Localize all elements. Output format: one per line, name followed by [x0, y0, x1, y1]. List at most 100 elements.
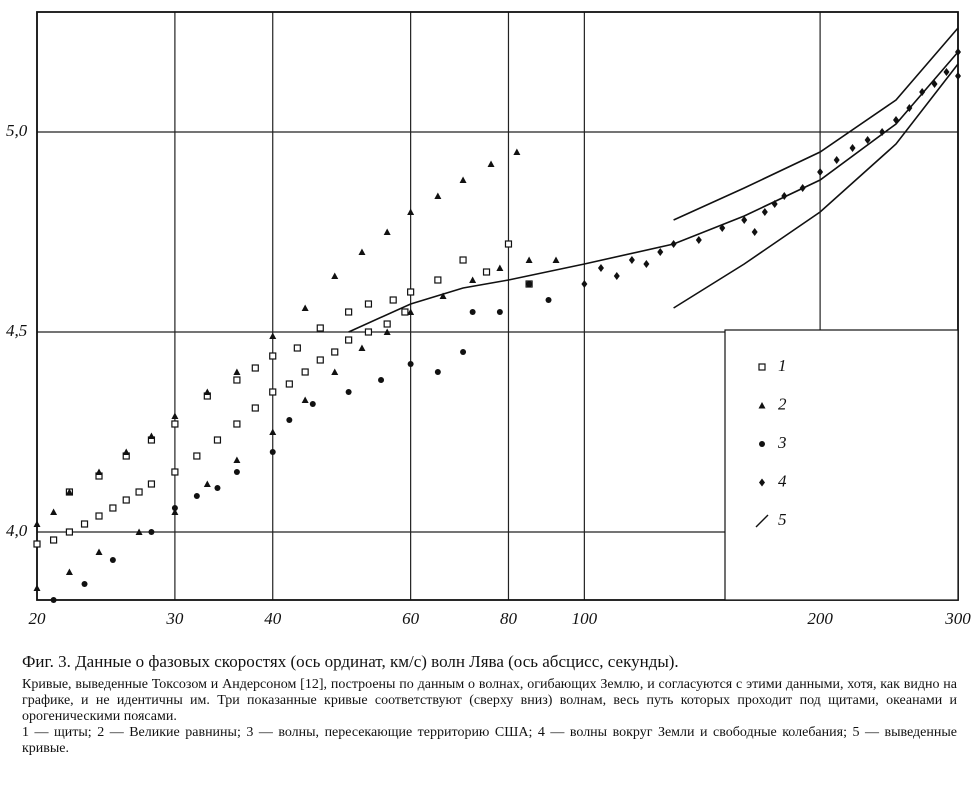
marker-triangle: [269, 332, 277, 339]
marker-square: [758, 363, 766, 371]
marker-square: [364, 328, 373, 336]
marker-circle: [81, 581, 88, 587]
marker-diamond: [643, 260, 650, 268]
marker-triangle: [496, 264, 504, 271]
marker-square: [135, 488, 143, 496]
marker-diamond: [833, 156, 840, 164]
marker-diamond: [955, 72, 961, 80]
marker-triangle: [95, 548, 103, 555]
marker-diamond: [943, 68, 950, 76]
marker-circle: [50, 597, 57, 603]
marker-circle: [407, 361, 414, 367]
marker-square: [193, 452, 201, 460]
marker-square: [434, 276, 442, 284]
marker-square: [80, 520, 89, 528]
legend-label: 2: [778, 394, 787, 413]
marker-triangle: [358, 248, 366, 255]
marker-circle: [759, 441, 765, 447]
marker-triangle: [65, 568, 73, 575]
marker-triangle: [233, 456, 241, 463]
marker-circle: [309, 401, 316, 407]
marker-triangle: [331, 368, 339, 375]
marker-triangle: [122, 448, 130, 455]
marker-square: [251, 364, 259, 372]
chart: 20 30 40 60 80 100 200 300 4,0 4,5 5,0 1 2 3 4 5: [6, 11, 971, 628]
x-tick-label: 100: [572, 609, 598, 628]
marker-square: [213, 436, 222, 444]
marker-circle: [193, 493, 200, 499]
marker-square: [49, 536, 58, 544]
marker-square: [345, 336, 353, 344]
marker-diamond: [613, 272, 620, 280]
marker-triangle: [552, 256, 560, 263]
marker-circle: [171, 505, 178, 511]
marker-square: [269, 352, 277, 360]
marker-square: [233, 420, 241, 428]
marker-circle: [469, 309, 476, 315]
marker-diamond: [849, 144, 856, 152]
marker-circle: [269, 449, 276, 455]
marker-triangle: [459, 176, 467, 183]
marker-circle: [214, 485, 221, 491]
legend-note: 1 — щиты; 2 — Великие равнины; 3 — волны…: [22, 725, 957, 756]
marker-triangle: [33, 584, 41, 591]
marker-triangle: [469, 276, 477, 283]
marker-triangle: [95, 468, 103, 475]
marker-square: [316, 356, 324, 364]
marker-diamond: [919, 88, 926, 96]
marker-circle: [460, 349, 467, 355]
marker-triangle: [171, 508, 179, 515]
legend-label: 3: [777, 433, 787, 452]
marker-square: [233, 376, 241, 384]
marker-triangle: [434, 192, 442, 199]
marker-triangle: [33, 520, 41, 527]
marker-diamond: [657, 248, 664, 256]
marker-diamond: [628, 256, 635, 264]
marker-square: [331, 348, 339, 356]
marker-triangle: [269, 428, 277, 435]
marker-triangle: [758, 402, 766, 409]
marker-diamond: [597, 264, 604, 272]
marker-circle: [148, 529, 155, 535]
marker-circle: [345, 389, 352, 395]
marker-diamond: [759, 478, 765, 487]
legend-box: [724, 329, 959, 601]
marker-square: [122, 496, 130, 504]
marker-diamond: [741, 216, 748, 224]
marker-square: [401, 308, 409, 316]
marker-square: [269, 388, 277, 396]
curve: [348, 27, 959, 333]
x-tick-label: 60: [402, 609, 420, 628]
marker-square: [171, 420, 179, 428]
marker-square: [459, 256, 467, 264]
marker-diamond: [695, 236, 702, 244]
marker-triangle: [301, 304, 309, 311]
marker-diamond: [751, 228, 758, 236]
marker-square: [364, 300, 373, 308]
marker-triangle: [233, 368, 241, 375]
marker-square: [95, 512, 103, 520]
y-tick-label: 5,0: [6, 121, 28, 140]
marker-triangle: [513, 148, 521, 155]
marker-diamond: [817, 168, 824, 176]
marker-square: [301, 368, 309, 376]
marker-circle: [378, 377, 385, 383]
marker-diamond: [581, 280, 588, 288]
marker-square: [345, 308, 353, 316]
marker-diamond: [761, 208, 768, 216]
legend-label: 5: [778, 510, 787, 529]
marker-square: [316, 324, 324, 332]
marker-square: [504, 240, 513, 248]
marker-square: [293, 344, 301, 352]
marker-triangle: [203, 388, 211, 395]
marker-triangle: [487, 160, 495, 167]
marker-square: [147, 480, 156, 488]
marker-square: [383, 320, 391, 328]
marker-circle: [526, 281, 533, 287]
caption: Фиг. 3. Данные о фазовых скоростях (ось …: [22, 652, 957, 757]
marker-triangle: [525, 256, 533, 263]
marker-circle: [545, 297, 552, 303]
marker-triangle: [301, 396, 309, 403]
x-tick-label: 80: [500, 609, 518, 628]
x-tick-label: 30: [165, 609, 184, 628]
